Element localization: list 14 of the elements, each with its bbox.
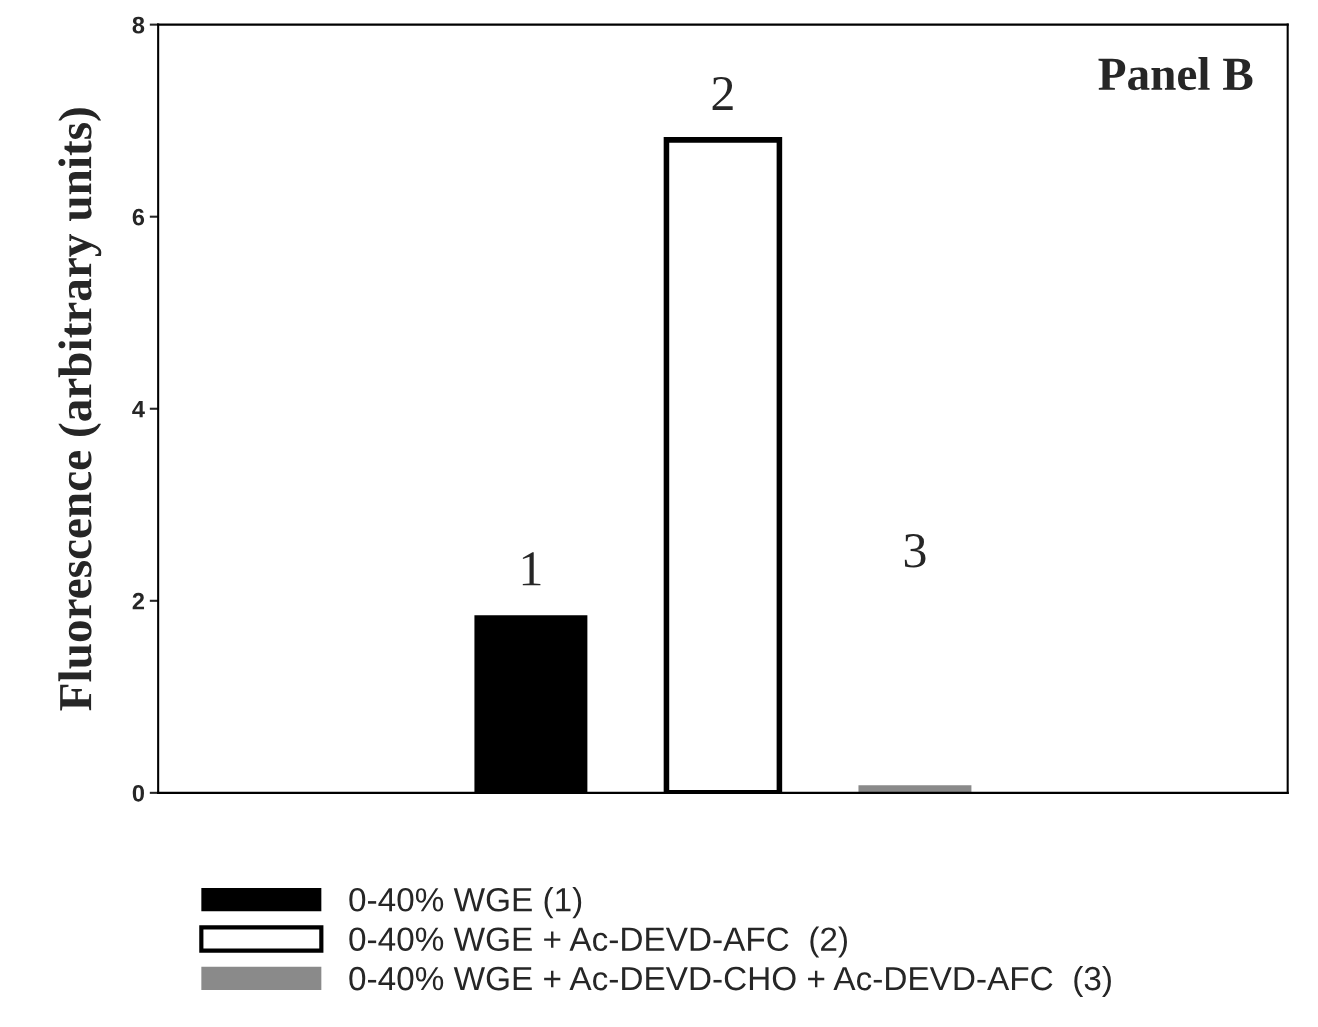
y-tick-label: 2 [132,592,145,610]
legend-label: 0-40% WGE + Ac-DEVD-AFC (2) [349,926,847,958]
annotation: 3 [904,533,926,568]
y-axis-title: Fluorescence (arbitrary units) [58,108,102,711]
annotation: Panel B [1098,57,1253,91]
annotation: 2 [712,76,733,111]
annotation: 1 [522,552,541,586]
y-tick-label: 8 [132,16,145,34]
legend-label: 0-40% WGE + Ac-DEVD-CHO + Ac-DEVD-AFC (3) [349,965,1111,997]
bar [858,785,972,793]
y-tick-label: 4 [132,401,145,418]
y-tick-label: 6 [132,208,145,226]
legend-label: 0-40% WGE (1) [349,887,582,919]
y-tick-label: 0 [132,784,144,802]
